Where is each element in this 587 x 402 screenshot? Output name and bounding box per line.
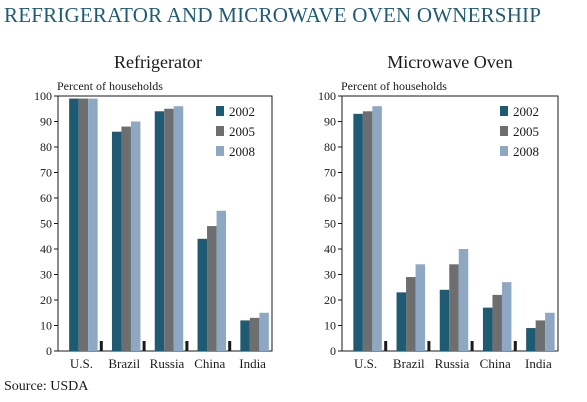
chart2-ytick-label: 90: [324, 115, 336, 129]
chart2-ytick-label: 70: [324, 166, 336, 180]
chart2-xtick-label: Brazil: [393, 356, 425, 371]
chart1-legend-swatch-2005: [216, 126, 224, 136]
chart2-ytick-label: 20: [324, 293, 336, 307]
chart2-legend-label-2008: 2008: [513, 144, 539, 159]
chart1-bar-2002: [69, 98, 79, 351]
chart2-ytick-label: 30: [324, 268, 336, 282]
chart1-group-separator: [99, 341, 103, 351]
chart1-legend-swatch-2002: [216, 106, 224, 116]
chart2-bar-2005: [492, 294, 502, 351]
chart2-ytick-label: 40: [324, 242, 336, 256]
chart2-bar-2005: [535, 320, 546, 351]
chart1-bar-2005: [164, 108, 174, 351]
chart1-legend-swatch-2008: [216, 146, 224, 156]
chart1-bar-2005: [121, 126, 131, 351]
chart2-ylabel: Percent of households: [341, 79, 447, 93]
chart1-bar-2008: [216, 210, 227, 351]
chart1-title: Refrigerator: [114, 52, 202, 72]
chart2-bar-2002: [439, 289, 450, 351]
chart1-ylabel: Percent of households: [57, 79, 163, 93]
chart1-xtick-label: Russia: [150, 356, 185, 371]
chart2-bar-2008: [458, 249, 469, 351]
chart1-legend-label-2008: 2008: [229, 144, 255, 159]
chart2-xtick-label: India: [525, 356, 552, 371]
source-note: Source: USDA: [4, 379, 89, 394]
chart1-bar-2008: [173, 106, 184, 351]
chart1-legend-label-2005: 2005: [229, 124, 255, 139]
chart2-group-separator: [384, 341, 388, 351]
chart1-ytick-label: 70: [40, 166, 52, 180]
page-title: REFRIGERATOR AND MICROWAVE OVEN OWNERSHI…: [4, 3, 542, 27]
chart1-group-separator: [228, 341, 232, 351]
chart1-bar-2008: [130, 121, 141, 351]
chart2-ytick-label: 50: [324, 217, 336, 231]
chart1-bar-2005: [207, 226, 217, 351]
chart1-group-separator: [185, 341, 189, 351]
chart1-xtick-label: U.S.: [70, 356, 93, 371]
chart1-xtick-label: China: [194, 356, 225, 371]
chart1-ytick-label: 80: [40, 140, 52, 154]
chart2-ytick-label: 0: [330, 344, 336, 358]
chart1-bar-2008: [88, 98, 98, 351]
chart1-ytick-label: 40: [40, 242, 52, 256]
chart2-legend-label-2005: 2005: [513, 124, 539, 139]
chart1-ytick-label: 90: [40, 115, 52, 129]
chart1-ytick-label: 30: [40, 268, 52, 282]
chart2-legend-swatch-2002: [500, 106, 508, 116]
chart2-xtick-label: U.S.: [354, 356, 377, 371]
chart2-bar-2005: [362, 111, 373, 351]
chart1-bar-2002: [111, 131, 122, 351]
chart2-ytick-label: 100: [318, 89, 336, 103]
chart2-ytick-label: 10: [324, 319, 336, 333]
chart1-legend-label-2002: 2002: [229, 104, 255, 119]
chart1-bar-2002: [154, 111, 165, 351]
chart2-bar-2008: [372, 106, 382, 351]
chart1-ytick-label: 60: [40, 191, 52, 205]
chart2-bar-2008: [415, 264, 426, 351]
chart2-title: Microwave Oven: [387, 52, 512, 72]
chart1-bar-2008: [259, 312, 269, 351]
chart2-bar-2008: [501, 282, 512, 351]
chart1-ytick-label: 20: [40, 293, 52, 307]
chart2-bar-2002: [526, 328, 536, 351]
chart2-ytick-label: 80: [324, 140, 336, 154]
chart2-bar-2002: [396, 292, 407, 351]
chart2-bar-2005: [449, 264, 459, 351]
chart2-legend-swatch-2005: [500, 126, 508, 136]
chart2-bar-2002: [482, 307, 493, 351]
chart1-ytick-label: 0: [46, 344, 52, 358]
chart1-ytick-label: 100: [34, 89, 52, 103]
chart1-xtick-label: Brazil: [108, 356, 140, 371]
chart2-bar-2008: [545, 312, 555, 351]
chart1-bar-2002: [197, 238, 208, 351]
chart2-group-separator: [470, 341, 474, 351]
chart2-bar-2002: [353, 113, 363, 351]
chart1-bar-2005: [78, 98, 89, 351]
chart2-ytick-label: 60: [324, 191, 336, 205]
chart1-ytick-label: 50: [40, 217, 52, 231]
chart2-group-separator: [427, 341, 431, 351]
chart1-xtick-label: India: [239, 356, 266, 371]
chart1-ytick-label: 10: [40, 319, 52, 333]
chart2-group-separator: [513, 341, 517, 351]
chart1-bar-2002: [240, 320, 250, 351]
chart2-xtick-label: Russia: [435, 356, 470, 371]
chart1-bar-2005: [249, 317, 260, 351]
chart2-xtick-label: China: [480, 356, 511, 371]
chart2-legend-label-2002: 2002: [513, 104, 539, 119]
chart1-group-separator: [142, 341, 146, 351]
chart2-bar-2005: [406, 277, 416, 351]
chart2-legend-swatch-2008: [500, 146, 508, 156]
